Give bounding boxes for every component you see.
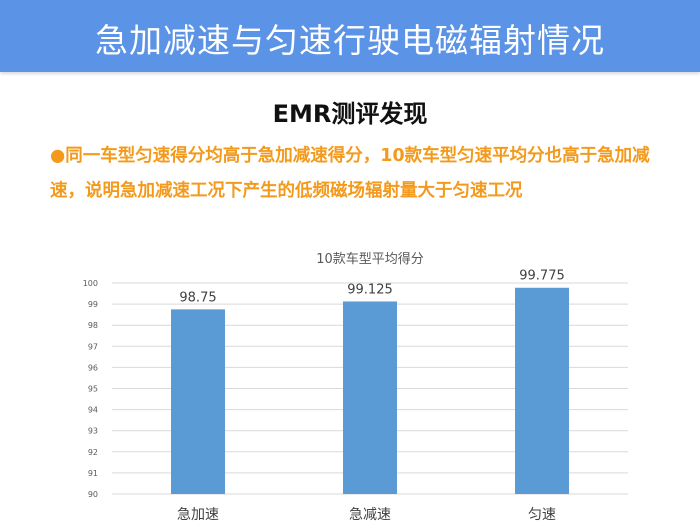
section-heading: EMR测评发现	[272, 100, 428, 128]
data-label: 99.775	[519, 269, 565, 284]
y-tick-label: 95	[88, 385, 98, 394]
y-tick-label: 96	[88, 363, 98, 372]
data-label: 98.75	[179, 290, 216, 305]
x-tick-label: 急减速	[349, 507, 391, 523]
y-tick-label: 91	[88, 469, 98, 478]
y-tick-label: 100	[83, 279, 98, 288]
y-tick-label: 98	[88, 321, 98, 330]
x-tick-label: 急加速	[177, 507, 219, 523]
y-tick-label: 99	[88, 300, 98, 309]
bar	[515, 287, 569, 494]
chart-title: 10款车型平均得分	[316, 251, 424, 267]
x-tick-label: 匀速	[528, 507, 556, 523]
bar	[171, 309, 225, 494]
title-banner: 急加减速与匀速行驶电磁辐射情况	[0, 0, 700, 72]
y-tick-label: 90	[88, 490, 98, 499]
y-tick-label: 94	[88, 406, 98, 415]
finding-text: ●同一车型匀速得分均高于急加减速得分，10款车型匀速平均分也高于急加减速，说明急…	[50, 146, 650, 201]
y-tick-label: 92	[88, 448, 98, 457]
data-label: 99.125	[347, 282, 393, 297]
y-tick-label: 93	[88, 427, 98, 436]
y-tick-label: 97	[88, 342, 98, 351]
slide-title: 急加减速与匀速行驶电磁辐射情况	[95, 21, 605, 60]
bar	[343, 301, 397, 494]
